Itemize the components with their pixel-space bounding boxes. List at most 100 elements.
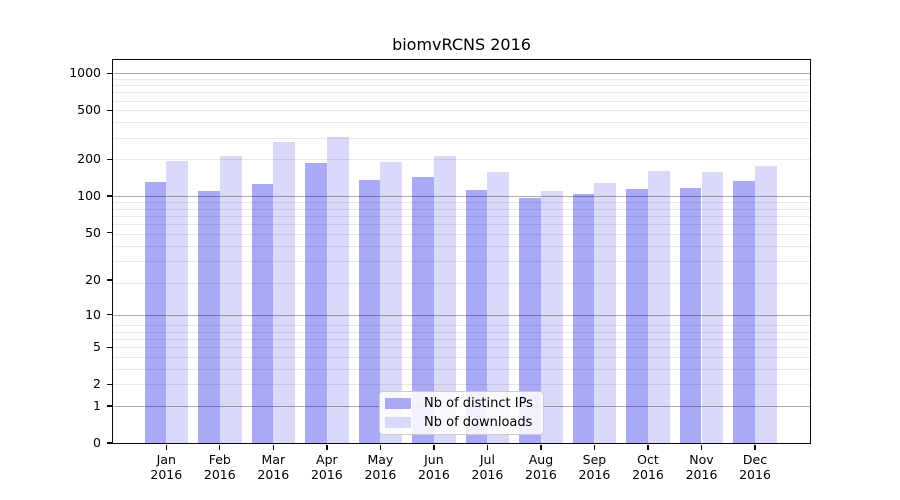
bar-distinct-ips-jul <box>465 190 488 443</box>
y-tick-label: 2 <box>93 376 101 392</box>
x-tick-label: Apr 2016 <box>310 452 343 482</box>
legend: Nb of distinct IPs Nb of downloads <box>379 391 544 435</box>
bar-distinct-ips-oct <box>626 189 648 443</box>
bar-distinct-ips-apr <box>305 162 327 443</box>
gridline-minor <box>113 384 810 386</box>
x-tick-mark <box>647 444 649 450</box>
y-tick-mark <box>107 158 113 160</box>
gridline-minor <box>113 338 810 340</box>
bar-downloads-jan <box>166 161 189 443</box>
x-tick-mark <box>433 444 435 450</box>
legend-label-distinct-ips: Nb of distinct IPs <box>424 396 533 411</box>
gridline-minor <box>113 208 810 210</box>
y-tick-mark <box>107 72 113 74</box>
bar-downloads-oct <box>647 170 670 443</box>
y-tick-label: 200 <box>77 151 101 167</box>
bar-downloads-feb <box>219 156 242 443</box>
bar-distinct-ips-dec <box>733 180 756 443</box>
plot-area: Nb of distinct IPs Nb of downloads <box>111 58 811 444</box>
x-tick-mark <box>700 444 703 450</box>
gridline-minor <box>113 122 810 124</box>
y-tick-label: 20 <box>85 272 101 288</box>
gridline-minor <box>113 110 810 112</box>
bar-distinct-ips-jan <box>144 182 167 443</box>
gridline-major <box>113 73 810 75</box>
x-tick-label: Mar 2016 <box>257 452 290 482</box>
gridline-minor <box>113 245 810 247</box>
y-tick-mark <box>107 109 113 112</box>
x-tick-mark <box>486 444 489 450</box>
x-tick-mark <box>219 444 221 450</box>
gridline-minor <box>113 331 810 333</box>
legend-label-downloads: Nb of downloads <box>424 415 533 430</box>
gridline-minor <box>113 202 810 204</box>
y-tick-label: 5 <box>93 339 101 355</box>
legend-swatch-distinct-ips <box>385 398 411 409</box>
x-tick-label: Oct 2016 <box>632 452 664 482</box>
x-tick-mark <box>754 444 756 450</box>
y-tick-mark <box>107 442 113 444</box>
bar-distinct-ips-feb <box>198 190 220 443</box>
x-tick-mark <box>540 444 542 450</box>
x-tick-label: Nov 2016 <box>685 452 718 482</box>
gridline-minor <box>113 215 810 217</box>
bar-distinct-ips-aug <box>519 198 541 443</box>
x-tick-label: Aug 2016 <box>525 452 557 482</box>
bar-downloads-nov <box>701 172 724 443</box>
gridline-minor <box>113 325 810 327</box>
bar-distinct-ips-may <box>358 180 381 443</box>
x-tick-label: Dec 2016 <box>739 452 771 482</box>
bar-downloads-sep <box>594 182 617 443</box>
y-tick-label: 100 <box>77 188 101 204</box>
x-tick-mark <box>379 444 382 450</box>
gridline-minor <box>113 137 810 139</box>
bar-distinct-ips-nov <box>679 188 702 443</box>
y-tick-mark <box>107 405 113 407</box>
gridline-minor <box>113 223 810 225</box>
x-tick-mark <box>326 444 328 450</box>
y-tick-mark <box>107 314 113 316</box>
bar-downloads-dec <box>755 165 777 443</box>
gridline-minor <box>113 356 810 358</box>
y-tick-label: 0 <box>93 435 101 450</box>
bar-downloads-jun <box>433 155 456 443</box>
gridline-minor <box>113 85 810 87</box>
x-tick-label: Feb 2016 <box>203 452 236 482</box>
y-tick-label: 10 <box>85 306 101 322</box>
y-tick-label: 1 <box>93 397 101 413</box>
gridline-minor <box>113 100 810 102</box>
y-tick-label: 1000 <box>69 65 101 81</box>
bar-downloads-apr <box>326 136 349 443</box>
legend-item-distinct-ips: Nb of distinct IPs <box>385 394 533 413</box>
bar-downloads-mar <box>273 141 296 443</box>
x-tick-mark <box>165 444 167 450</box>
gridline-minor <box>113 92 810 94</box>
chart-title: biomvRCNS 2016 <box>392 35 531 54</box>
bar-downloads-aug <box>540 190 563 443</box>
gridline-minor <box>113 347 810 349</box>
bar-downloads-may <box>380 161 403 443</box>
x-tick-label: Sep 2016 <box>578 452 611 482</box>
gridline-major <box>113 196 810 198</box>
legend-item-downloads: Nb of downloads <box>385 413 533 432</box>
x-tick-label: Jul 2016 <box>471 452 504 482</box>
y-tick-mark <box>107 231 113 234</box>
gridline-minor <box>113 159 810 161</box>
gridline-minor <box>113 260 810 262</box>
bar-distinct-ips-sep <box>572 194 595 443</box>
x-tick-label: Jun 2016 <box>417 452 450 482</box>
y-tick-label: 500 <box>77 102 101 118</box>
x-tick-mark <box>593 444 596 450</box>
x-tick-label: Jan 2016 <box>150 452 183 482</box>
y-tick-mark <box>107 346 113 348</box>
gridline-minor <box>113 368 810 370</box>
gridline-major <box>113 314 810 316</box>
y-tick-mark <box>107 383 113 385</box>
bar-distinct-ips-mar <box>251 184 274 443</box>
y-tick-label: 50 <box>85 224 101 240</box>
y-tick-mark <box>107 279 113 281</box>
x-tick-label: May 2016 <box>364 452 397 482</box>
gridline-minor <box>113 282 810 284</box>
bar-downloads-jul <box>487 171 510 443</box>
